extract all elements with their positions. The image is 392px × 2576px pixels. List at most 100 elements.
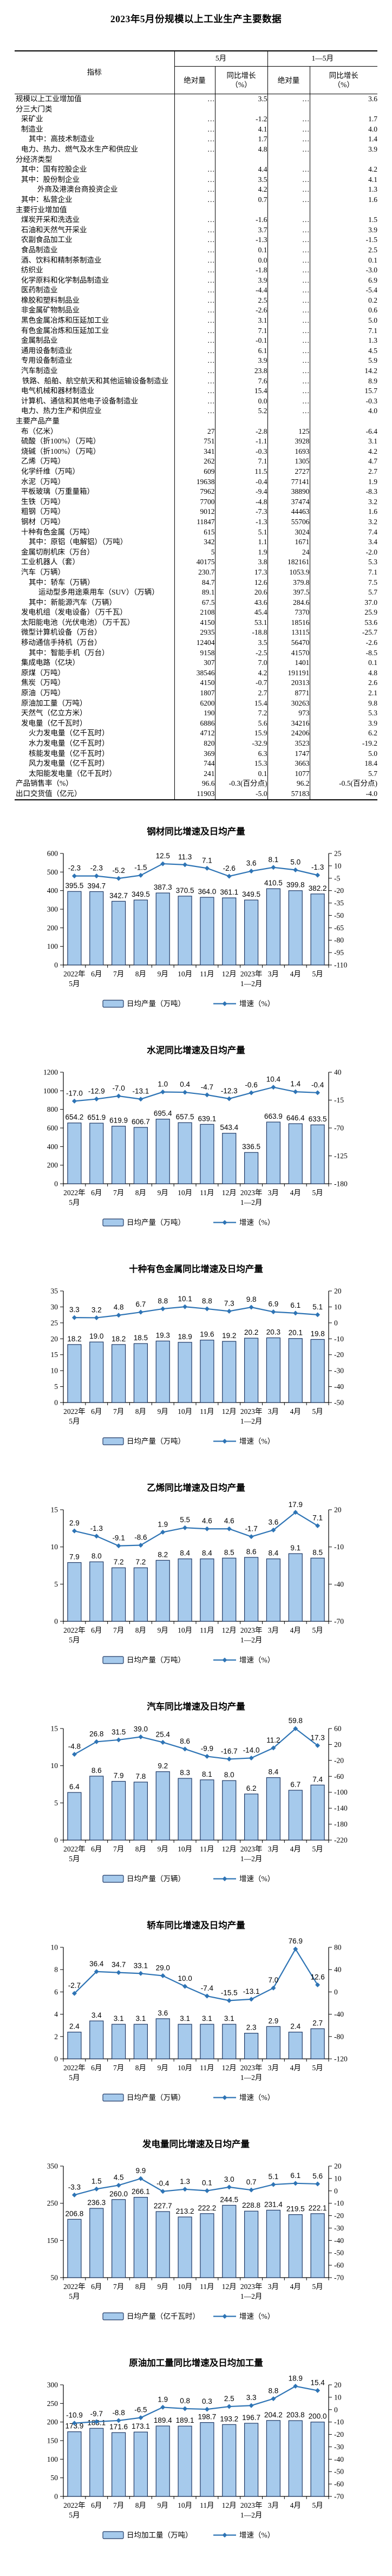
cell-value: 3.5 <box>215 94 268 105</box>
cell-value: 6.9 <box>368 276 377 284</box>
x-category-label: 11月 <box>200 2064 214 2072</box>
right-tick-label: 20 <box>334 1740 342 1748</box>
table-row: 医药制造业… -4.4… -5.4 <box>15 285 377 296</box>
cell-value: 0.1 <box>215 768 268 779</box>
x-category-label: 5月 <box>69 2073 80 2082</box>
cell-value: -4.8 <box>215 497 268 507</box>
row-label: 出口交货值（亿元） <box>15 788 175 800</box>
table-row: 硫酸（折100%）（万吨） 751 -1.1 3928 3.1 <box>15 436 377 447</box>
line-label: -9.9 <box>201 1744 213 1752</box>
cell-value: … <box>174 396 215 407</box>
x-category-label: 5月 <box>69 1636 80 1644</box>
bar <box>133 2431 148 2497</box>
line-marker <box>71 1751 77 1757</box>
table-row: 非金属矿物制品业… -2.6… 0.6 <box>15 305 377 316</box>
cell-value <box>174 154 215 165</box>
cell-value: -0.7 <box>215 678 268 689</box>
right-tick-label: -180 <box>334 1820 348 1828</box>
bar <box>133 1567 148 1622</box>
table-row: 纺织业… -1.8… -3.0 <box>15 265 377 276</box>
cell-value: 3.5 <box>215 638 268 648</box>
row-label: 制造业 <box>15 124 175 135</box>
cell-value: 4.0 <box>368 407 377 415</box>
cell-value: 15.9 <box>215 728 268 739</box>
bar <box>155 1560 170 1622</box>
right-tick-label: 40 <box>334 1068 342 1076</box>
right-tick-label: -60 <box>334 1772 344 1780</box>
cell-value: 4.2 <box>215 185 268 195</box>
cell-value <box>267 104 310 115</box>
cell-value: … <box>174 265 215 276</box>
x-category-label: 11月 <box>200 970 214 978</box>
legend-bar-swatch <box>102 999 124 1008</box>
cell-value: -7.3 <box>215 507 268 517</box>
chart-canvas: 15 10 5 0 60 20 -20 -60 -100 -140 -180 -220 6.4 8.6 7.… <box>51 1717 348 1883</box>
bar-label: 646.4 <box>286 1114 305 1122</box>
cell-value: … <box>174 366 215 376</box>
chart-block: 十种有色金属同比增速及日均产量 35 30 25 20 15 10 5 0 20 10 0 -10 -20… <box>0 1262 392 1457</box>
line-marker <box>116 2417 121 2423</box>
bar <box>155 1340 170 1403</box>
cell-value: … <box>267 356 310 367</box>
table-row: 其中：轿车（万辆） 84.7 12.6 379.8 7.5 <box>15 577 377 588</box>
right-tick-label: -65 <box>334 923 344 931</box>
left-tick-label: 5 <box>54 1382 58 1391</box>
bar <box>288 1338 303 1403</box>
cell-value: … <box>267 265 310 276</box>
x-category-label: 3月 <box>268 970 279 978</box>
cell-value: 3.9 <box>368 719 377 727</box>
right-tick-label: 0 <box>334 2187 338 2195</box>
cell-value: … <box>267 285 310 296</box>
cell-value <box>215 104 268 115</box>
cell-value: 9.8 <box>368 699 377 707</box>
line-label: 5.5 <box>180 1516 190 1524</box>
cell-value: -3.0 <box>365 266 377 275</box>
right-tick-label: -140 <box>334 1804 348 1812</box>
left-tick-label: 15 <box>51 1351 58 1359</box>
x-category-label: 12月 <box>222 2282 237 2291</box>
cell-value: 0.6 <box>368 306 377 315</box>
cell-value: 3.9 <box>215 275 268 286</box>
cell-value: -8.3 <box>365 487 377 496</box>
cell-value: -2.5 <box>215 648 268 658</box>
cell-value <box>267 416 310 427</box>
cell-value: 11903 <box>174 788 215 800</box>
x-category-label: 9月 <box>158 1626 168 1634</box>
bar <box>200 2422 214 2497</box>
cell-value: 38890 <box>267 487 310 497</box>
row-label: 太阳能电池（光伏电池）（万千瓦） <box>15 617 175 628</box>
x-category-label: 2023年 <box>240 1189 263 1197</box>
bar-label: 198.7 <box>198 2412 217 2421</box>
line-marker <box>116 876 121 881</box>
legend-line-marker <box>222 1001 227 1006</box>
line-label: 18.9 <box>289 2374 303 2382</box>
line-marker <box>315 2181 321 2187</box>
row-label: 黑色金属冶炼和压延加工业 <box>15 316 175 326</box>
table-row: 天然气（亿立方米） 190 7.2 973 5.3 <box>15 708 377 719</box>
bar <box>200 1779 214 1841</box>
line-marker <box>182 1304 188 1309</box>
bar <box>133 899 148 966</box>
x-category-label: 5月 <box>69 2511 80 2519</box>
line-label: -0.4 <box>311 1080 324 1088</box>
bar-label: 8.5 <box>224 1548 234 1556</box>
left-tick-label: 400 <box>47 886 58 895</box>
cell-value: 4.2 <box>215 668 268 679</box>
bar <box>133 1343 148 1403</box>
bar-label: 19.8 <box>310 1329 324 1338</box>
chart-block: 钢材同比增速及日均产量 600 500 400 300 200 100 0 25 10 -5 -20 -… <box>0 824 392 1019</box>
x-category-label: 5月 <box>69 1855 80 1863</box>
bar <box>155 2018 170 2059</box>
row-label: 石油和天然气开采业 <box>15 225 175 236</box>
line-marker <box>271 1527 276 1532</box>
bar-label: 3.1 <box>224 2014 234 2023</box>
table-row: 粗钢（万吨） 9012 -7.3 44463 1.6 <box>15 507 377 517</box>
bar <box>310 1124 325 1184</box>
cell-value: … <box>267 366 310 376</box>
line-label: 10.4 <box>266 1075 281 1083</box>
row-label: 生铁（万吨） <box>15 497 175 507</box>
table-row: 化学纤维（万吨） 609 11.5 2727 2.7 <box>15 466 377 477</box>
cell-value: 1.7 <box>368 115 377 123</box>
right-tick-label: -180 <box>334 1179 348 1188</box>
row-label: 乙烯（万吨） <box>15 456 175 467</box>
